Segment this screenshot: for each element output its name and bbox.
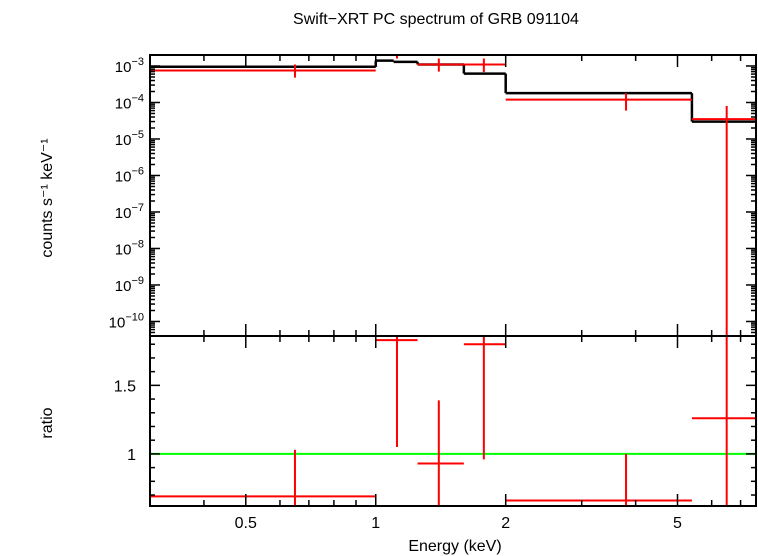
chart-title: Swift−XRT PC spectrum of GRB 091104 <box>293 11 579 28</box>
y-tick-label: 10−4 <box>115 92 144 112</box>
ratio-panel: 1 1.5 0.5 1 2 5 <box>114 335 757 532</box>
panel-frame <box>149 335 757 507</box>
y-tick-label: 10−9 <box>115 275 144 295</box>
x-tick-label: 5 <box>673 515 682 532</box>
x-tick-label: 2 <box>501 515 510 532</box>
y-tick-label: 10−6 <box>115 165 144 185</box>
x-tick-label: 0.5 <box>235 515 257 532</box>
x-tick-label: 1 <box>371 515 380 532</box>
y-tick-label: 1 <box>127 447 136 464</box>
y-tick-label: 10−8 <box>115 238 144 258</box>
spectrum-panel: 10−3 10−4 10−5 10−6 10−7 10−8 10−9 10−10 <box>109 54 757 337</box>
panel-frame <box>149 54 757 337</box>
x-axis-label: Energy (keV) <box>408 538 501 555</box>
y-tick-label: 1.5 <box>114 378 136 395</box>
y-tick-label: 10−7 <box>115 202 144 222</box>
top-panel-y-axis-label: counts s⁻¹ keV⁻¹ <box>39 138 56 257</box>
y-tick-label: 10−10 <box>109 311 144 331</box>
y-tick-label: 10−5 <box>115 129 144 149</box>
y-tick-label: 10−3 <box>115 56 144 76</box>
bottom-panel-y-axis-label: ratio <box>39 407 56 438</box>
